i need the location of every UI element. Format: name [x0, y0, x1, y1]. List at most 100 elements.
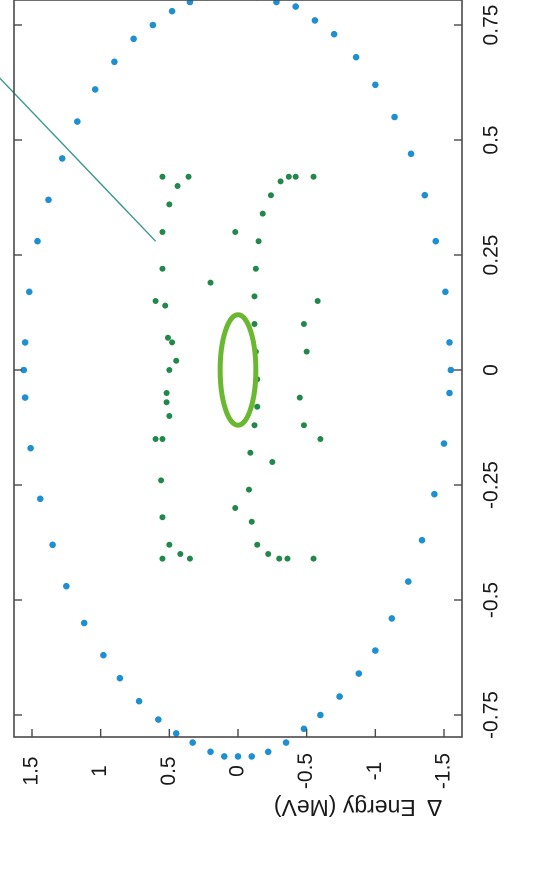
- point-s1-30: [159, 265, 166, 272]
- point-s1-46: [169, 339, 176, 346]
- point-s1-20: [186, 555, 193, 562]
- plot-area: [0, 0, 455, 760]
- point-s1-38: [310, 173, 317, 180]
- point-s0-9: [155, 716, 162, 723]
- point-s1-23: [159, 514, 166, 521]
- point-s1-13: [252, 265, 259, 272]
- point-s1-6: [247, 449, 254, 456]
- point-s1-39: [232, 505, 239, 511]
- point-s1-47: [300, 422, 307, 429]
- point-s0-5: [189, 739, 196, 746]
- y-tick-label-2: 0.5: [157, 756, 180, 785]
- point-s1-45: [173, 357, 180, 364]
- point-s1-35: [159, 555, 166, 562]
- inner-ellipse: [217, 312, 259, 428]
- point-s0-42: [391, 113, 398, 121]
- point-s0-24: [431, 490, 438, 498]
- point-s1-7: [251, 422, 258, 429]
- point-s1-11: [251, 321, 258, 327]
- point-s0-25: [27, 444, 34, 452]
- x-tick-label-0: -0.75: [480, 691, 503, 739]
- point-s0-43: [91, 86, 99, 93]
- point-s0-6: [282, 739, 290, 746]
- point-s0-41: [74, 118, 81, 125]
- point-s0-1: [220, 753, 228, 760]
- point-s1-37: [159, 173, 166, 180]
- y-tick-label-6: -1.5: [432, 753, 455, 789]
- point-s1-29: [162, 302, 169, 309]
- axes: -0.75 -0.5 -0.25 0 0.25 0.5 0.75 1.5 1 0.5 0 -0.5 -1…: [13, 0, 503, 789]
- point-s0-37: [45, 196, 52, 204]
- point-s0-54: [273, 0, 280, 6]
- point-s0-22: [418, 536, 426, 544]
- point-s0-31: [21, 339, 29, 346]
- point-s1-12: [251, 293, 258, 300]
- point-s1-17: [277, 178, 284, 185]
- point-s0-27: [21, 394, 29, 401]
- point-s1-5: [245, 486, 252, 493]
- point-s1-2: [265, 551, 272, 557]
- point-s0-51: [168, 7, 176, 15]
- point-s0-21: [49, 541, 56, 549]
- point-s0-45: [111, 58, 118, 66]
- x-tick-label-2: -0.25: [480, 461, 503, 509]
- x-tick-label-1: -0.5: [480, 582, 503, 618]
- point-s0-13: [116, 674, 124, 682]
- y-tick-label-5: -1: [363, 762, 386, 781]
- y-tick-label-0: 1.5: [20, 756, 43, 785]
- series-1: [152, 173, 324, 562]
- point-s0-18: [388, 615, 396, 622]
- point-s0-46: [352, 53, 360, 61]
- point-s1-52: [152, 298, 159, 304]
- plot-frame: [13, 0, 463, 738]
- point-s1-53: [317, 436, 324, 442]
- series-0: [20, 0, 455, 760]
- point-s1-19: [292, 173, 299, 180]
- point-s1-21: [177, 551, 184, 557]
- point-s1-16: [267, 192, 274, 199]
- point-s0-11: [135, 697, 143, 705]
- point-s1-28: [164, 334, 171, 341]
- point-s1-4: [248, 518, 255, 525]
- point-s0-23: [36, 495, 44, 503]
- point-s0-0: [234, 753, 242, 760]
- pointer-line-0: [0, 77, 157, 242]
- point-s1-36: [310, 555, 317, 562]
- point-s0-29: [20, 366, 28, 374]
- point-s0-39: [58, 155, 66, 162]
- point-s0-40: [407, 150, 415, 158]
- point-s1-1: [276, 555, 283, 562]
- point-s1-50: [300, 321, 307, 327]
- point-s1-22: [166, 541, 173, 548]
- y-axis-label: Δ Energy (MeV): [274, 795, 442, 821]
- point-s1-48: [296, 394, 303, 401]
- point-s0-17: [80, 619, 88, 627]
- point-s0-47: [130, 35, 137, 43]
- point-s1-18: [285, 173, 292, 180]
- x-tick-label-3: 0: [480, 364, 503, 376]
- delta-symbol: Δ: [427, 795, 442, 821]
- point-s1-43: [166, 413, 173, 419]
- point-s1-15: [259, 210, 266, 217]
- point-s0-50: [311, 17, 319, 24]
- y-tick-label-1: 1: [88, 765, 111, 777]
- x-tick-label-4: 0.25: [480, 235, 503, 276]
- point-s1-51: [152, 436, 159, 442]
- point-s0-14: [355, 670, 363, 677]
- point-s0-10: [317, 711, 324, 719]
- point-s0-20: [404, 578, 412, 585]
- point-s1-14: [255, 238, 262, 245]
- point-s0-36: [432, 237, 440, 245]
- y-tick-label-3: 0: [226, 765, 249, 777]
- point-s1-32: [166, 201, 173, 208]
- point-s1-34: [185, 173, 192, 180]
- point-s1-44: [163, 390, 170, 396]
- point-s0-52: [292, 3, 299, 10]
- point-s0-26: [440, 440, 448, 447]
- point-s0-8: [300, 725, 308, 733]
- point-s0-3: [207, 748, 214, 756]
- point-s0-15: [100, 651, 107, 659]
- point-s1-33: [174, 183, 181, 189]
- point-s1-40: [232, 229, 239, 235]
